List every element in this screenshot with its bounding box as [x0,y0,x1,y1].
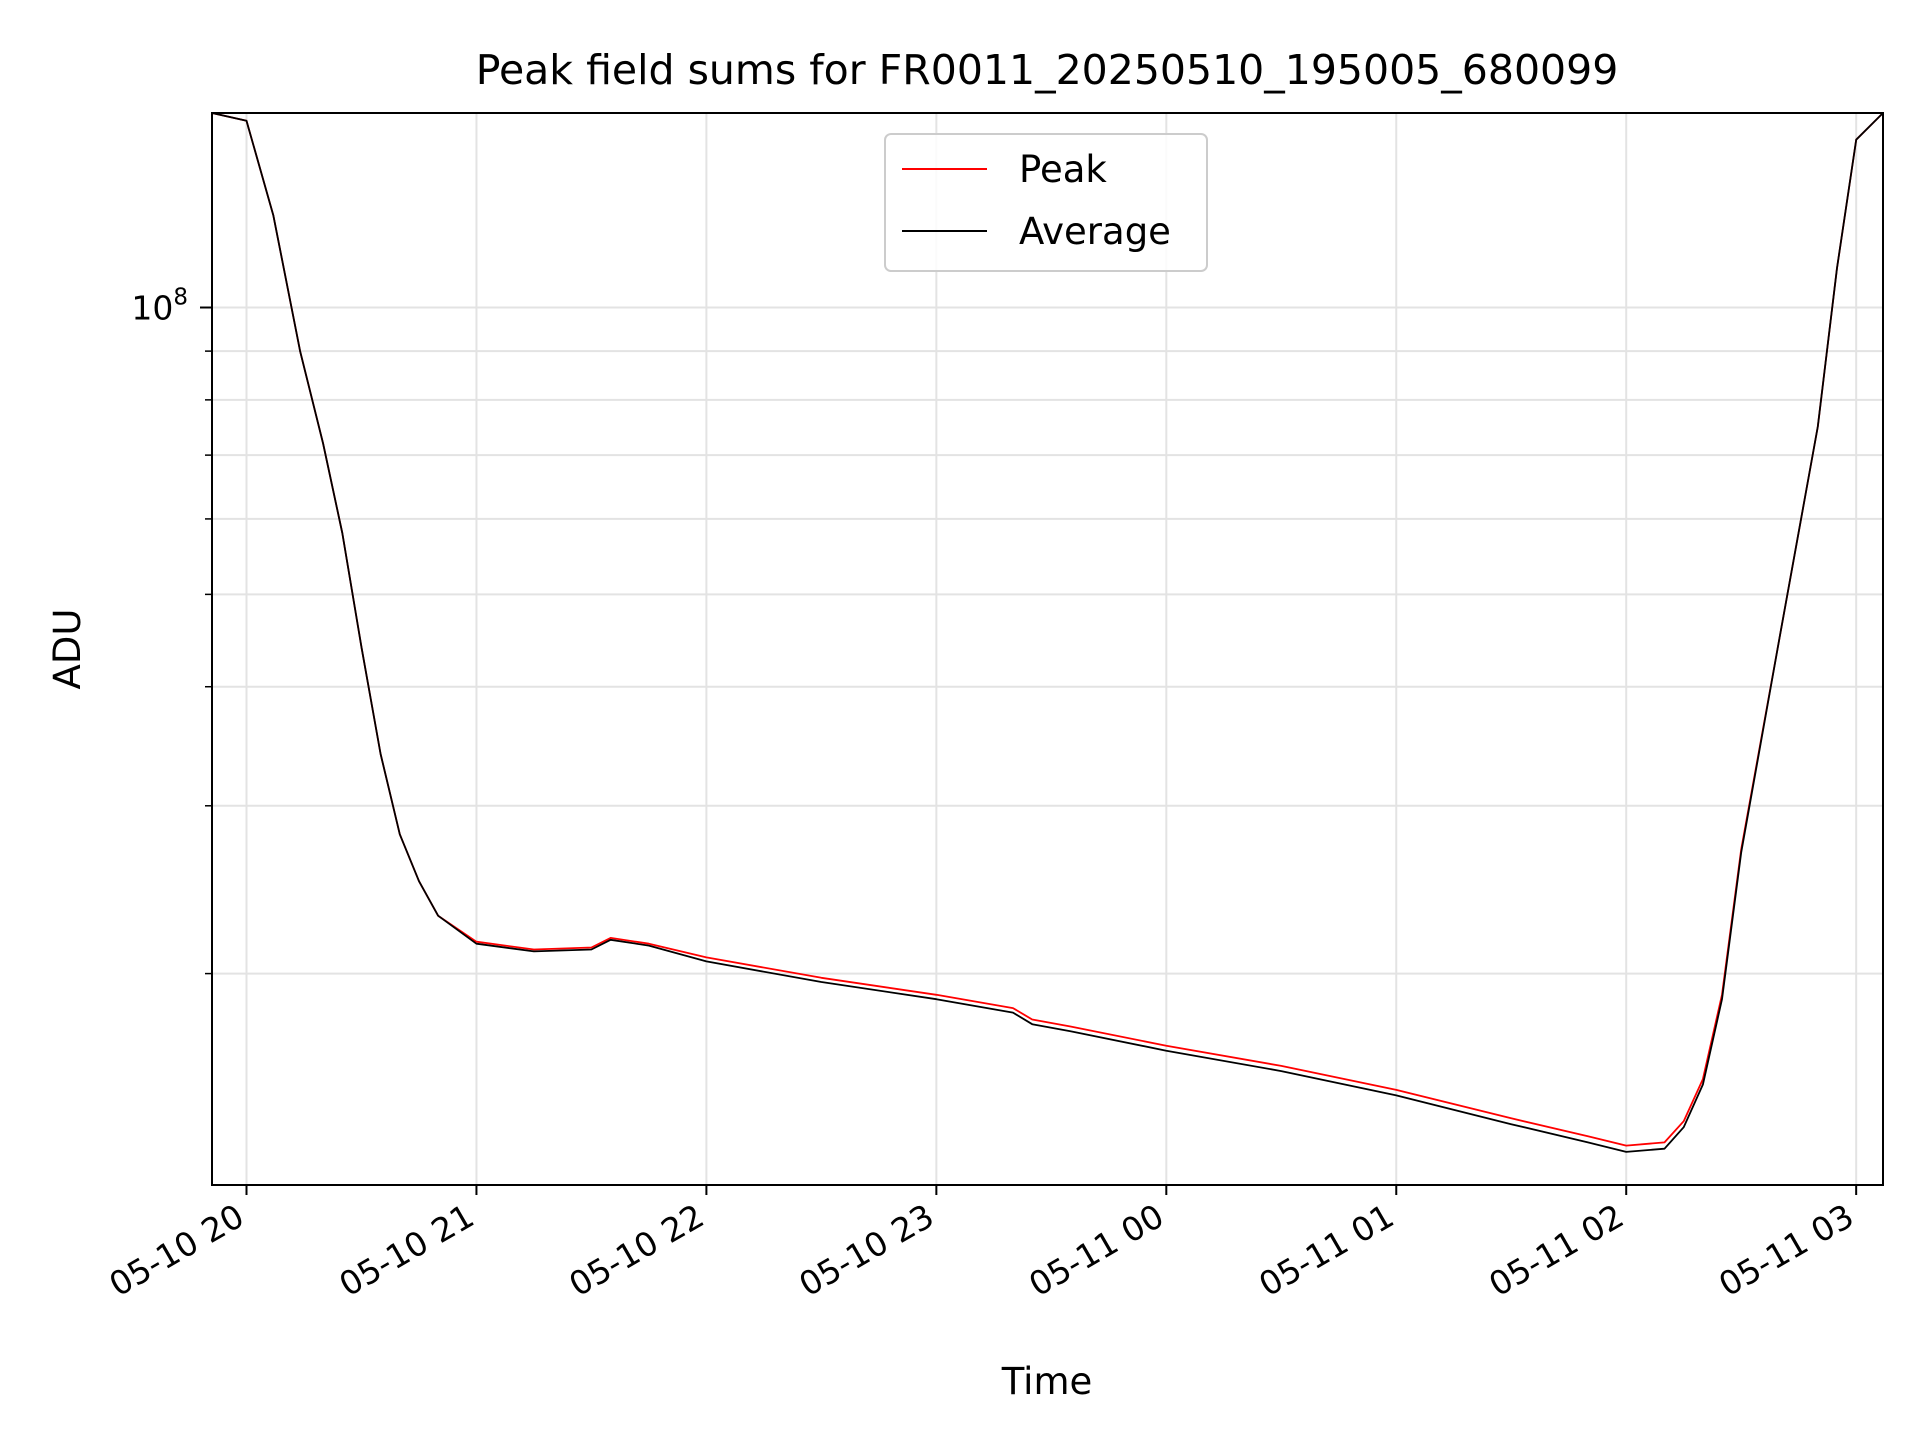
y-tick-exponent: 8 [173,285,188,311]
legend: Peak Average [884,133,1208,272]
legend-peak-label: Peak [1019,148,1107,191]
plot-frame [211,112,1884,1186]
y-tick-base: 10 [131,289,173,328]
x-axis-label: Time [1001,1360,1093,1403]
grid [212,113,1883,1185]
y-tick-label: 108 [131,285,188,328]
chart-title: Peak field sums for FR0011_20250510_1950… [476,46,1619,94]
y-axis-label: ADU [46,609,89,690]
series-lines [211,112,1884,1153]
legend-average-label: Average [1019,210,1171,253]
y-axis-ticks: 108 [131,285,212,975]
series-line-average [211,112,1884,1153]
